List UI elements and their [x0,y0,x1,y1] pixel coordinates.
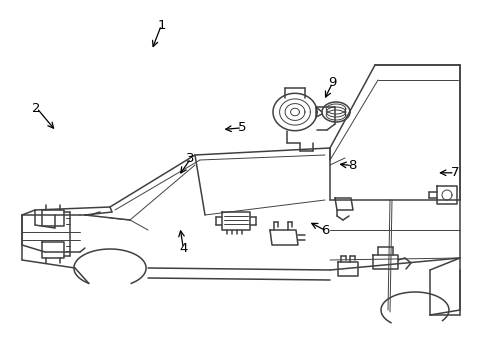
Text: 9: 9 [327,76,336,89]
Text: 1: 1 [157,19,165,32]
Text: 3: 3 [186,152,195,165]
Text: 4: 4 [179,242,187,255]
Text: 5: 5 [237,121,246,134]
Text: 8: 8 [347,159,356,172]
Text: 2: 2 [32,102,41,114]
Text: 6: 6 [320,224,329,237]
Text: 7: 7 [449,166,458,179]
